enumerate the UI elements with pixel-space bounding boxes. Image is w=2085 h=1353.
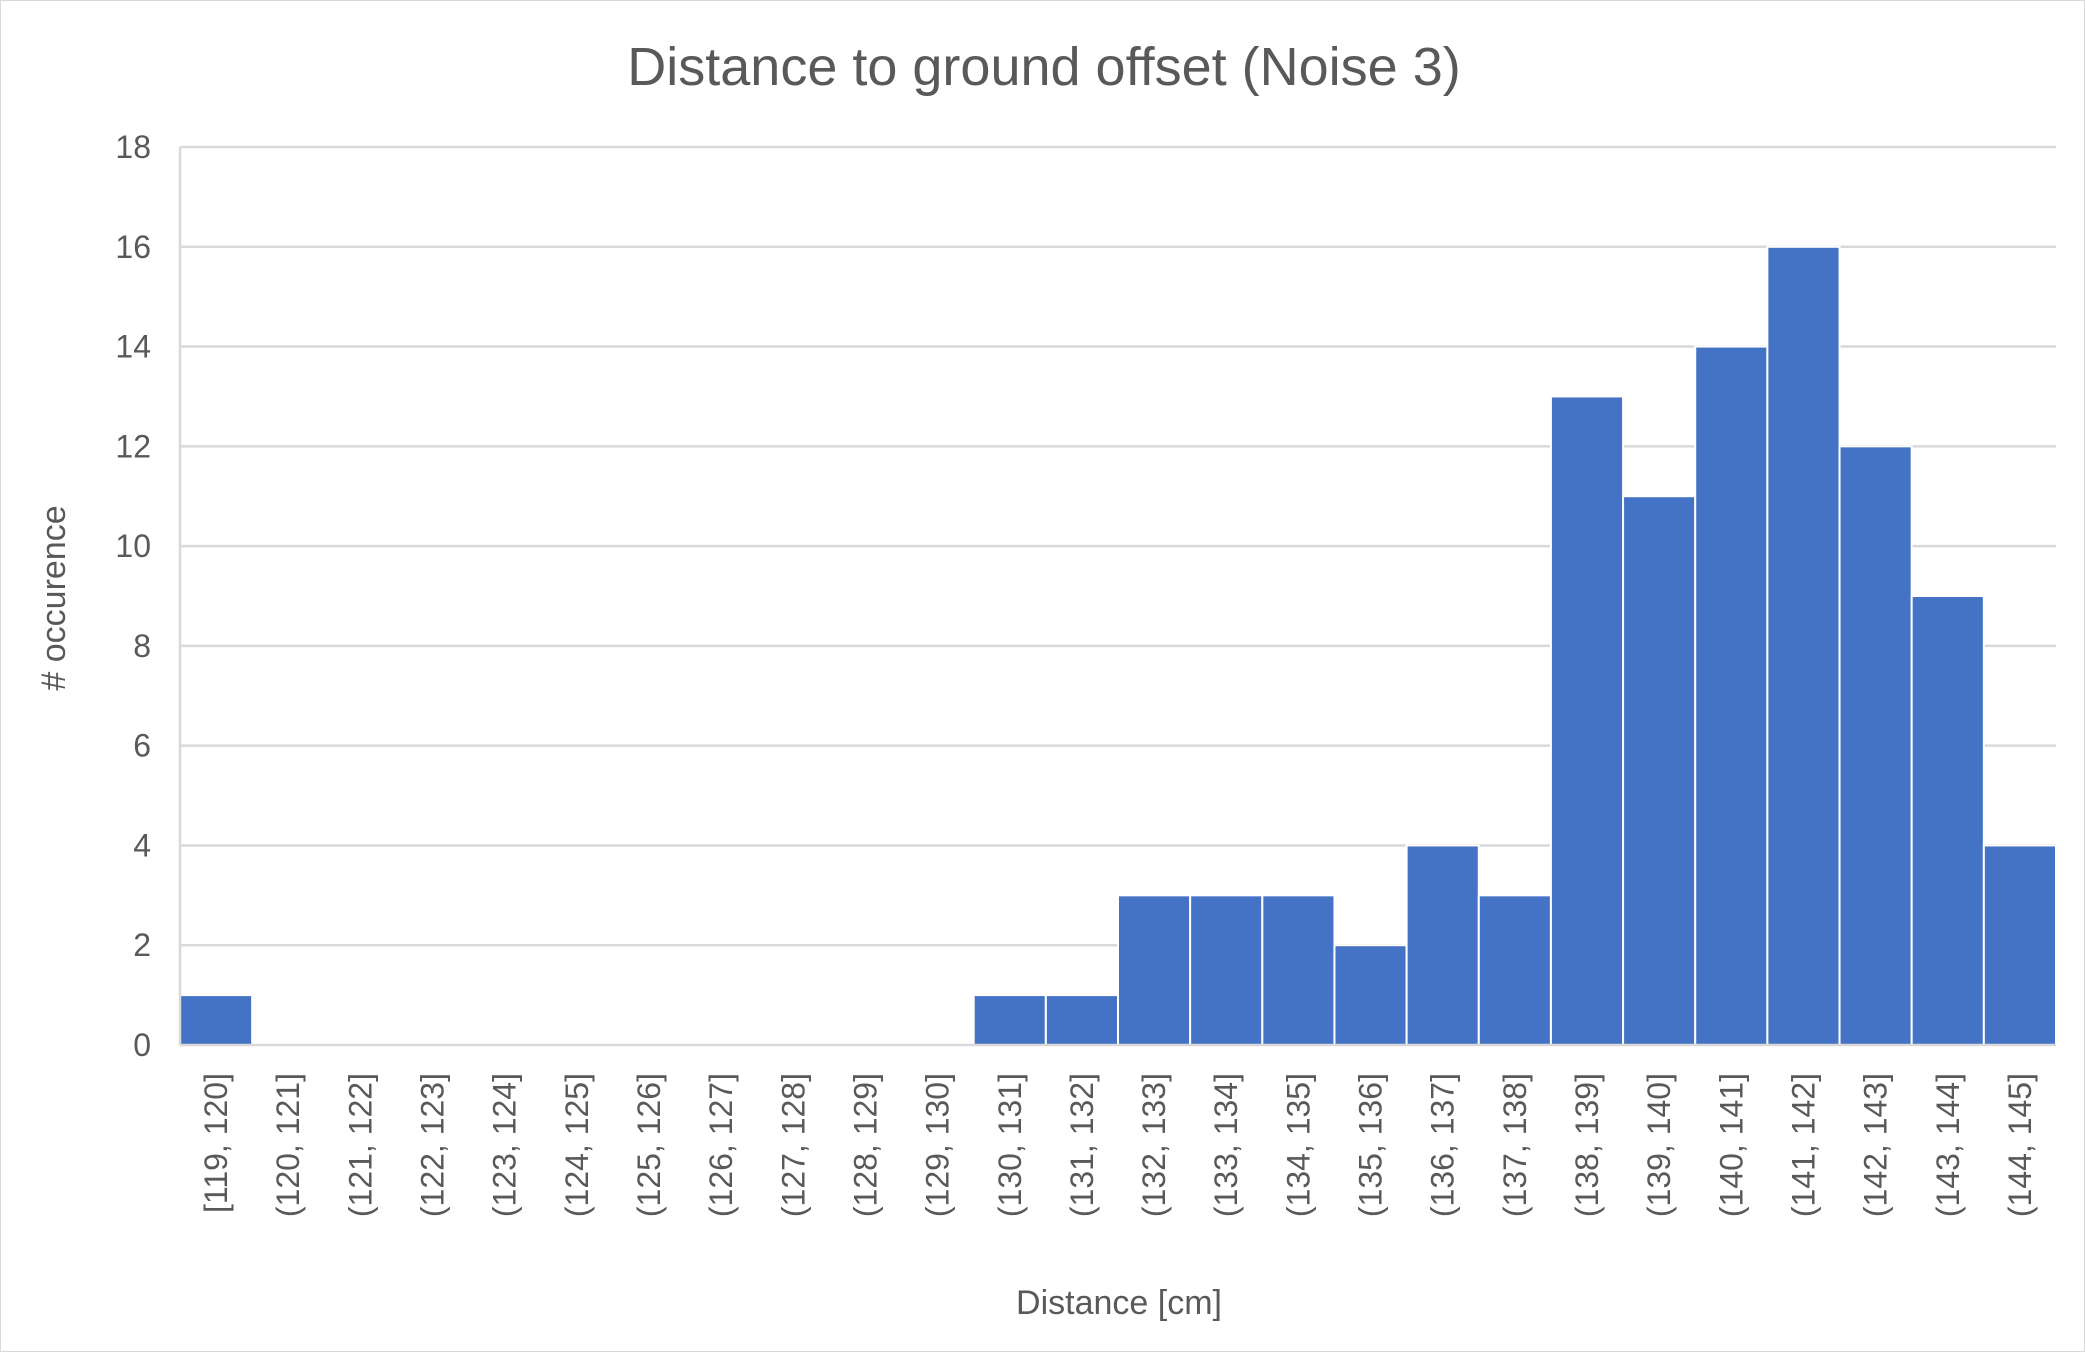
y-tick-label: 4 xyxy=(133,827,151,863)
x-tick-label: (120, 121] xyxy=(270,1073,306,1217)
x-tick-label: (139, 140] xyxy=(1641,1073,1677,1217)
bar xyxy=(1622,495,1697,1046)
x-tick-label: (130, 131] xyxy=(992,1073,1028,1217)
y-tick-label: 8 xyxy=(133,628,151,664)
x-tick-label: (144, 145] xyxy=(2002,1073,2038,1217)
x-tick-label: (122, 123] xyxy=(415,1073,451,1217)
bar xyxy=(1477,894,1552,1046)
bar xyxy=(1766,245,1841,1046)
y-tick-label: 6 xyxy=(133,728,151,764)
y-tick-label: 14 xyxy=(115,329,151,365)
x-tick-label: [119, 120] xyxy=(198,1073,234,1213)
y-tick-label: 2 xyxy=(133,927,151,963)
x-tick-labels: [119, 120] (120, 121] (121, 122] (122, 123]… xyxy=(198,1073,2038,1217)
bar xyxy=(1982,844,2058,1047)
bar xyxy=(1189,894,1264,1046)
bars xyxy=(179,245,2058,1047)
x-tick-label: (137, 138] xyxy=(1497,1073,1533,1217)
bar xyxy=(972,994,1047,1046)
x-tick-label: (128, 129] xyxy=(847,1073,883,1217)
x-tick-label: (143, 144] xyxy=(1930,1073,1966,1217)
bar xyxy=(1838,445,1913,1047)
x-tick-label: (140, 141] xyxy=(1713,1073,1749,1217)
x-tick-label: (135, 136] xyxy=(1353,1073,1389,1217)
x-tick-label: (134, 135] xyxy=(1280,1073,1316,1217)
bar xyxy=(1549,395,1625,1046)
x-tick-label: (142, 143] xyxy=(1858,1073,1894,1217)
chart-title: Distance to ground offset (Noise 3) xyxy=(627,37,1460,97)
bar xyxy=(1044,994,1120,1046)
y-axis-title: # occurence xyxy=(35,505,73,690)
bar xyxy=(179,994,254,1046)
bar xyxy=(1910,595,1985,1046)
x-tick-label: (126, 127] xyxy=(703,1073,739,1217)
x-tick-label: (138, 139] xyxy=(1569,1073,1605,1217)
x-tick-label: (123, 124] xyxy=(487,1073,523,1217)
x-tick-label: (121, 122] xyxy=(342,1073,378,1217)
bar xyxy=(1117,894,1192,1046)
x-tick-label: (129, 130] xyxy=(920,1073,956,1217)
x-tick-label: (136, 137] xyxy=(1425,1073,1461,1217)
bar xyxy=(1405,844,1480,1047)
x-tick-label: (131, 132] xyxy=(1064,1073,1100,1217)
y-tick-label: 12 xyxy=(115,428,151,464)
y-tick-labels: 0 2 4 6 8 10 12 14 16 18 xyxy=(115,129,151,1063)
y-tick-label: 16 xyxy=(115,229,151,265)
x-tick-label: (133, 134] xyxy=(1208,1073,1244,1217)
y-tick-label: 10 xyxy=(115,528,151,564)
x-tick-label: (124, 125] xyxy=(559,1073,595,1217)
y-tick-label: 18 xyxy=(115,129,151,165)
bar xyxy=(1694,345,1769,1046)
x-tick-label: (125, 126] xyxy=(631,1073,667,1217)
y-tick-label: 0 xyxy=(133,1027,151,1063)
x-axis-title: Distance [cm] xyxy=(1016,1284,1222,1322)
axes xyxy=(178,147,2056,1047)
x-tick-label: (127, 128] xyxy=(775,1073,811,1217)
gridlines xyxy=(180,145,2056,947)
x-tick-label: (141, 142] xyxy=(1785,1073,1821,1217)
bar xyxy=(1333,944,1408,1047)
x-tick-label: (132, 133] xyxy=(1136,1073,1172,1217)
bar xyxy=(1261,894,1336,1046)
